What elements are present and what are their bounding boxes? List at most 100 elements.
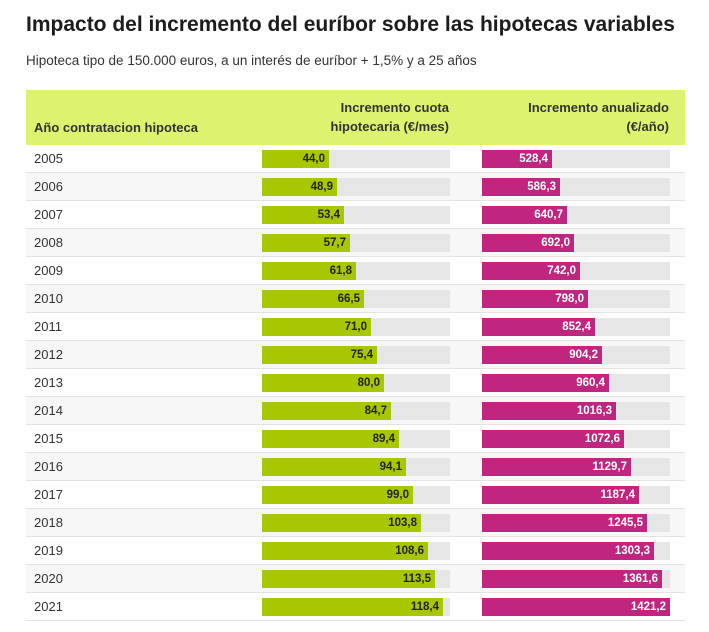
bar-track: 1187,4 (482, 486, 670, 504)
header-col2: Incremento anualizado (€/año) (528, 98, 669, 136)
row-year-label: 2005 (34, 151, 63, 166)
annual-increase-bar: 798,0 (482, 290, 588, 308)
bar-track: 1129,7 (482, 458, 670, 476)
bar-track: 1421,2 (482, 598, 670, 616)
annual-increase-bar: 1303,3 (482, 542, 654, 560)
bar-value-label: 1421,2 (630, 601, 666, 613)
annual-increase-bar: 1187,4 (482, 486, 639, 504)
bar-track: 692,0 (482, 234, 670, 252)
bar-value-label: 1016,3 (576, 405, 612, 417)
header-col1-line1: Incremento cuota (340, 100, 449, 115)
header-col2-line2: (€/año) (626, 119, 669, 134)
monthly-increase-bar: 44,0 (262, 150, 329, 168)
bar-value-label: 84,7 (364, 405, 387, 417)
bar-track: 53,4 (262, 206, 450, 224)
bar-value-label: 118,4 (410, 601, 439, 613)
bar-track: 1016,3 (482, 402, 670, 420)
row-year-label: 2014 (34, 403, 63, 418)
row-year-label: 2009 (34, 263, 63, 278)
row-year-label: 2007 (34, 207, 63, 222)
table-row: 2017 99,0 1187,4 (26, 481, 685, 509)
bar-track: 66,5 (262, 290, 450, 308)
table-row: 2007 53,4 640,7 (26, 201, 685, 229)
annual-increase-bar: 528,4 (482, 150, 552, 168)
bar-value-label: 61,8 (329, 265, 352, 277)
annual-increase-bar: 1072,6 (482, 430, 624, 448)
bar-track: 84,7 (262, 402, 450, 420)
monthly-increase-bar: 53,4 (262, 206, 344, 224)
data-table: Año contratacion hipoteca Incremento cuo… (26, 90, 685, 621)
annual-increase-bar: 1421,2 (482, 598, 670, 616)
table-row: 2019 108,6 1303,3 (26, 537, 685, 565)
header-col2-line1: Incremento anualizado (528, 100, 669, 115)
bar-track: 1303,3 (482, 542, 670, 560)
table-row: 2021 118,4 1421,2 (26, 593, 685, 621)
annual-increase-bar: 640,7 (482, 206, 567, 224)
row-year-label: 2012 (34, 347, 63, 362)
bar-track: 44,0 (262, 150, 450, 168)
bar-track: 89,4 (262, 430, 450, 448)
bar-value-label: 640,7 (534, 209, 563, 221)
row-year-label: 2015 (34, 431, 63, 446)
bar-track: 94,1 (262, 458, 450, 476)
row-year-label: 2013 (34, 375, 63, 390)
bar-value-label: 1187,4 (600, 489, 635, 501)
bar-track: 852,4 (482, 318, 670, 336)
annual-increase-bar: 692,0 (482, 234, 574, 252)
bar-value-label: 66,5 (337, 293, 360, 305)
table-row: 2018 103,8 1245,5 (26, 509, 685, 537)
row-year-label: 2021 (34, 599, 63, 614)
bar-value-label: 692,0 (541, 237, 570, 249)
chart-title: Impacto del incremento del euríbor sobre… (26, 13, 675, 36)
monthly-increase-bar: 71,0 (262, 318, 371, 336)
bar-value-label: 1129,7 (592, 461, 627, 473)
header-col1: Incremento cuota hipotecaria (€/mes) (331, 98, 450, 136)
table-header: Año contratacion hipoteca Incremento cuo… (26, 90, 685, 145)
bar-track: 586,3 (482, 178, 670, 196)
row-year-label: 2016 (34, 459, 63, 474)
bar-value-label: 108,6 (395, 545, 424, 557)
bar-track: 1072,6 (482, 430, 670, 448)
bar-track: 103,8 (262, 514, 450, 532)
bar-value-label: 89,4 (372, 433, 395, 445)
bar-value-label: 960,4 (576, 377, 605, 389)
monthly-increase-bar: 61,8 (262, 262, 356, 280)
bar-track: 75,4 (262, 346, 450, 364)
annual-increase-bar: 960,4 (482, 374, 609, 392)
monthly-increase-bar: 99,0 (262, 486, 413, 504)
bar-value-label: 1361,6 (622, 573, 658, 585)
bar-track: 798,0 (482, 290, 670, 308)
bar-track: 118,4 (262, 598, 450, 616)
table-row: 2008 57,7 692,0 (26, 229, 685, 257)
bar-value-label: 48,9 (310, 181, 333, 193)
bar-value-label: 53,4 (317, 209, 340, 221)
bar-track: 57,7 (262, 234, 450, 252)
bar-value-label: 103,8 (388, 517, 417, 529)
table-row: 2013 80,0 960,4 (26, 369, 685, 397)
monthly-increase-bar: 75,4 (262, 346, 377, 364)
monthly-increase-bar: 84,7 (262, 402, 391, 420)
table-row: 2006 48,9 586,3 (26, 173, 685, 201)
bar-value-label: 1245,5 (607, 517, 643, 529)
table-row: 2014 84,7 1016,3 (26, 397, 685, 425)
bar-track: 99,0 (262, 486, 450, 504)
bar-value-label: 1303,3 (614, 545, 650, 557)
row-year-label: 2020 (34, 571, 63, 586)
annual-increase-bar: 742,0 (482, 262, 580, 280)
bar-track: 48,9 (262, 178, 450, 196)
annual-increase-bar: 1361,6 (482, 570, 662, 588)
bar-value-label: 80,0 (357, 377, 380, 389)
header-col1-line2: hipotecaria (€/mes) (330, 119, 450, 134)
annual-increase-bar: 904,2 (482, 346, 602, 364)
annual-increase-bar: 1245,5 (482, 514, 647, 532)
row-year-label: 2011 (34, 319, 62, 334)
bar-value-label: 94,1 (379, 461, 402, 473)
table-row: 2015 89,4 1072,6 (26, 425, 685, 453)
row-year-label: 2006 (34, 179, 63, 194)
bar-track: 742,0 (482, 262, 670, 280)
bar-value-label: 113,5 (402, 573, 431, 585)
table-row: 2016 94,1 1129,7 (26, 453, 685, 481)
bar-value-label: 44,0 (302, 153, 325, 165)
bar-track: 1361,6 (482, 570, 670, 588)
table-row: 2011 71,0 852,4 (26, 313, 685, 341)
